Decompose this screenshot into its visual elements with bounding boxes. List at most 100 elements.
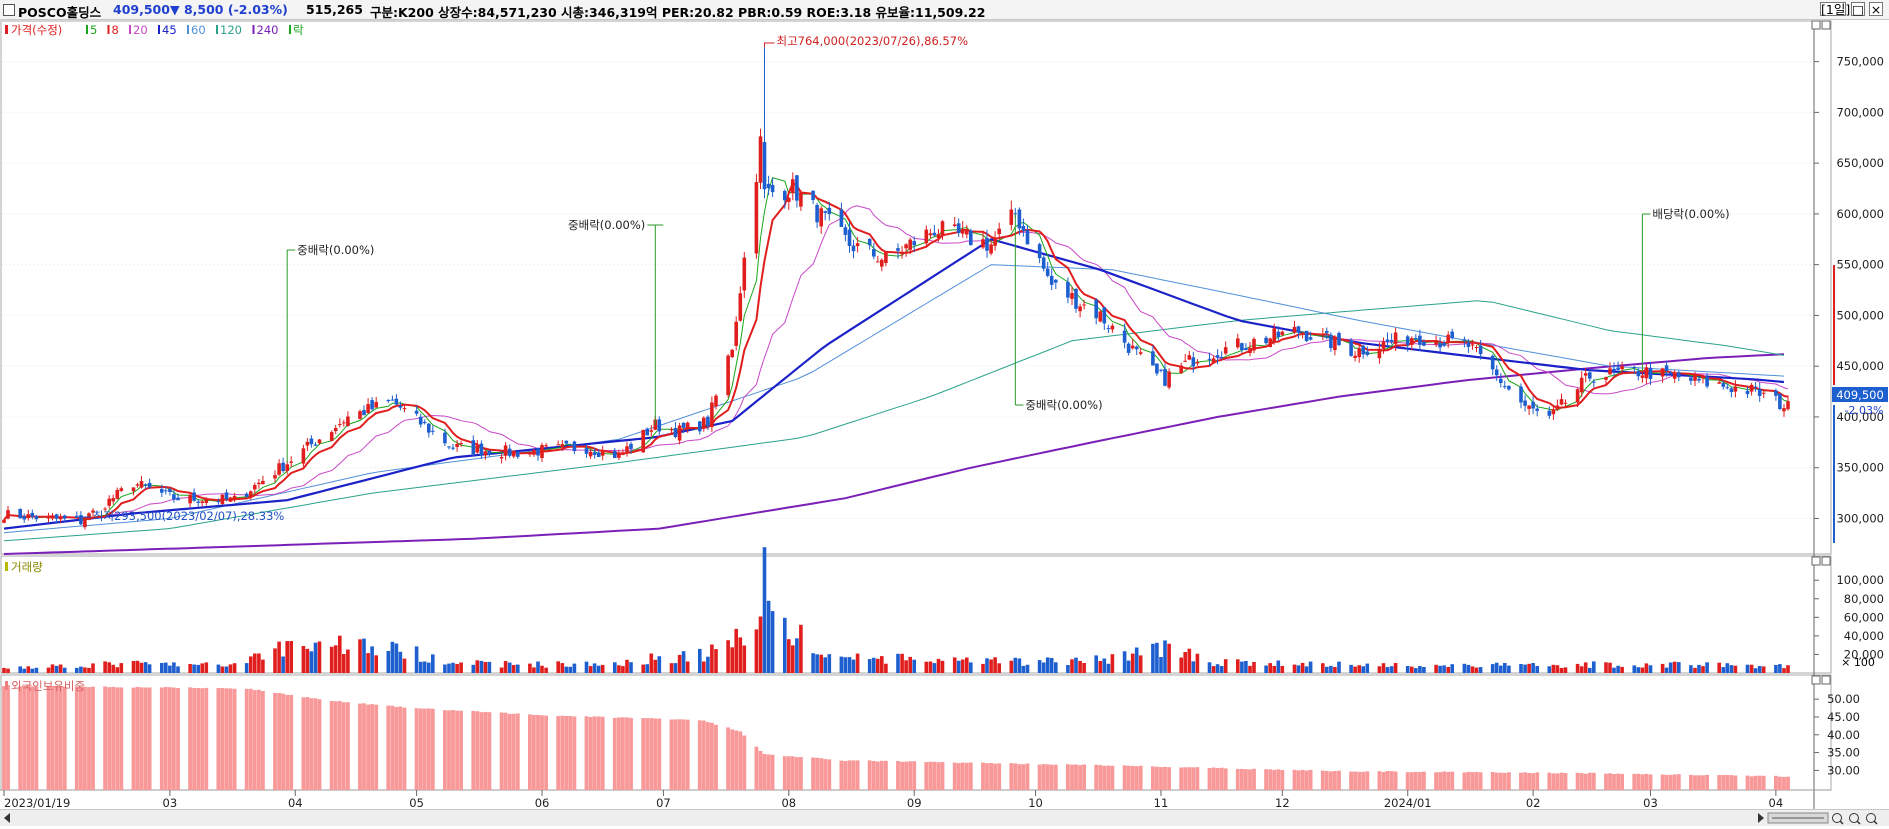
candle-body — [1365, 351, 1370, 355]
foreign-bar — [1478, 772, 1483, 790]
volume-bar — [1575, 663, 1580, 673]
foreign-axis: 50.00 45.00 40.00 35.00 30.00 — [1814, 692, 1860, 777]
foreign-panel-close-icon[interactable] — [1821, 675, 1831, 685]
candle-body — [216, 501, 221, 503]
volume-bar — [362, 638, 366, 673]
volume-bar — [232, 663, 237, 673]
volume-bar — [147, 664, 152, 673]
foreign-bar — [1672, 774, 1677, 790]
volume-bar — [443, 664, 447, 673]
candle-body — [1017, 209, 1022, 229]
candle-body — [584, 448, 589, 454]
maximize-icon[interactable]: □ — [1851, 2, 1865, 17]
candle-body — [714, 395, 718, 407]
candle-body — [726, 355, 730, 395]
price-panel-max-icon[interactable] — [1811, 20, 1821, 30]
period-button[interactable]: [1일] — [1820, 2, 1851, 17]
volume-bar — [544, 667, 548, 673]
volume-bar — [220, 666, 225, 673]
foreign-bar — [483, 711, 488, 790]
foreign-bar — [1365, 771, 1370, 790]
foreign-bar — [1523, 772, 1527, 790]
foreign-bar — [754, 746, 759, 790]
volume-bar — [216, 664, 221, 673]
volume-bar — [1304, 666, 1309, 673]
candle-body — [1438, 343, 1442, 348]
zoom-reset-icon[interactable] — [1866, 813, 1876, 823]
foreign-bar — [1296, 770, 1301, 790]
foreign-bar — [964, 762, 969, 790]
foreign-bar — [422, 708, 427, 790]
stock-chart[interactable]: 중배락(0.00%) 중배락(0.00%) 중배락(0.00%) 배당락(0.00%)… — [0, 20, 1889, 809]
foreign-bar — [1122, 765, 1127, 790]
volume-bar — [1236, 659, 1240, 673]
volume-bar — [313, 642, 318, 673]
zoom-in-icon[interactable] — [1832, 813, 1842, 823]
price-change: ▼ 8,500 (-2.03%) — [170, 2, 288, 17]
foreign-bar — [1167, 767, 1171, 790]
foreign-bar — [1418, 772, 1422, 790]
foreign-bar — [1660, 774, 1665, 790]
volume-bar — [714, 649, 718, 673]
candle-body — [952, 224, 957, 226]
foreign-bar — [875, 761, 880, 790]
foreign-bar — [1434, 772, 1438, 790]
ma45-line — [3, 238, 1785, 530]
volume-bars — [2, 547, 1790, 673]
volume-bar — [475, 660, 480, 673]
candle-body — [564, 440, 569, 444]
candle-body — [1583, 373, 1588, 376]
stock-name[interactable]: POSCO홀딩스 — [18, 5, 102, 20]
foreign-bar — [1753, 775, 1758, 790]
volume-bar — [855, 653, 860, 673]
volume-bar — [596, 665, 601, 673]
volume-bar — [1616, 665, 1620, 673]
close-icon[interactable]: × — [1869, 2, 1883, 17]
foreign-bar — [107, 687, 112, 790]
select-checkbox[interactable] — [3, 4, 15, 16]
volume-bar — [1664, 667, 1669, 673]
volume-bar — [1308, 661, 1313, 673]
foreign-panel-max-icon[interactable] — [1811, 675, 1821, 685]
volume-bar — [329, 646, 334, 673]
candle-body — [1507, 385, 1511, 390]
candle-body — [374, 402, 378, 408]
ma-legend-icon — [187, 25, 189, 34]
zoom-out-icon[interactable] — [1849, 813, 1859, 823]
candle-body — [305, 441, 310, 446]
price-panel-close-icon[interactable] — [1821, 20, 1831, 30]
price-tick-label: 350,000 — [1836, 461, 1884, 475]
foreign-bar — [1215, 768, 1220, 790]
candle-body — [613, 451, 617, 458]
candle-body — [1697, 378, 1701, 381]
foreign-bar — [1053, 764, 1058, 790]
candle-body — [1608, 368, 1612, 375]
foreign-bar — [414, 708, 419, 790]
foreign-bar — [487, 712, 492, 790]
volume-bar — [1583, 662, 1588, 673]
foreign-bar — [900, 761, 904, 790]
volume-bar — [819, 654, 823, 673]
foreign-bar — [815, 757, 819, 790]
candle-body — [1268, 338, 1272, 347]
volume-bar — [75, 667, 79, 673]
volume-bar — [1507, 665, 1511, 673]
volume-panel-max-icon[interactable] — [1811, 556, 1821, 566]
foreign-bar — [742, 735, 747, 790]
volume-bar — [402, 658, 407, 673]
candle-body — [83, 519, 87, 528]
candle-body — [1523, 400, 1527, 406]
scroll-left-icon[interactable] — [4, 813, 10, 823]
candle-body — [1705, 376, 1709, 387]
foreign-bar — [560, 715, 565, 790]
foreign-bar — [1183, 767, 1188, 790]
candle-body — [625, 446, 629, 452]
foreign-bar — [1126, 765, 1131, 790]
scroll-right-icon[interactable] — [1758, 813, 1764, 823]
volume-bar — [1163, 640, 1167, 673]
chart-scrollbar[interactable] — [0, 809, 1889, 826]
volume-panel-close-icon[interactable] — [1821, 556, 1831, 566]
volume-bar — [1333, 667, 1337, 673]
foreign-bar — [1555, 773, 1560, 790]
candle-body — [1774, 390, 1778, 396]
